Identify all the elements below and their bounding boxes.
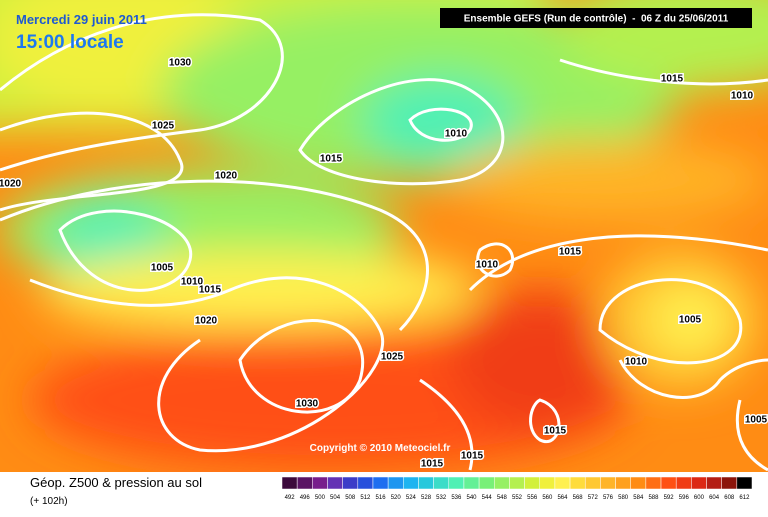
isobar-label: 1005 <box>679 315 702 326</box>
scale-label: 584 <box>633 495 644 501</box>
scale-label: 580 <box>618 495 629 501</box>
isobar-label: 1005 <box>745 415 768 426</box>
scale-label: 544 <box>482 495 493 501</box>
scale-swatch <box>569 476 586 490</box>
scale-label: 532 <box>436 495 447 501</box>
scale-swatch <box>691 476 707 490</box>
isobar-label: 1010 <box>625 357 648 368</box>
scale-label: 512 <box>360 495 371 501</box>
scale-label: 576 <box>603 495 614 501</box>
scale-swatch <box>675 476 692 490</box>
scale-label: 520 <box>391 495 402 501</box>
scale-swatch <box>463 476 480 490</box>
scale-label: 568 <box>573 495 584 501</box>
scale-swatch <box>478 476 495 490</box>
isobar-label: 1015 <box>559 247 582 258</box>
isobar-label: 1010 <box>476 260 499 271</box>
run-box <box>440 8 752 28</box>
scale-label: 556 <box>527 495 538 501</box>
run-info: Ensemble GEFS (Run de contrôle) - 06 Z d… <box>464 14 729 25</box>
isobar-label: 1020 <box>0 179 22 190</box>
scale-swatch <box>433 476 450 490</box>
color-scale: 492 496 500 504 508 512 516 520 524 528 532 536 540 5… <box>281 476 753 501</box>
scale-swatch <box>706 476 722 490</box>
scale-swatch <box>312 476 328 490</box>
scale-label: 508 <box>345 495 356 501</box>
scale-label: 608 <box>724 495 735 501</box>
scale-swatch <box>539 476 556 490</box>
scale-label: 516 <box>376 495 387 501</box>
scale-label: 572 <box>588 495 599 501</box>
isobar-label: 1005 <box>151 263 174 274</box>
scale-swatch <box>357 476 374 490</box>
isobar-label: 1020 <box>215 171 238 182</box>
scale-swatch <box>600 476 616 490</box>
scale-label: 528 <box>421 495 432 501</box>
scale-swatch <box>296 476 313 490</box>
scale-label: 540 <box>467 495 478 501</box>
isobar-label: 1010 <box>181 277 204 288</box>
isobar-label: 1010 <box>445 129 468 140</box>
scale-label: 588 <box>648 495 659 501</box>
scale-swatch <box>387 476 404 490</box>
isobar-label: 1015 <box>421 459 444 470</box>
scale-swatch <box>584 476 601 490</box>
isobar-label: 1015 <box>544 426 567 437</box>
scale-swatch <box>448 476 465 490</box>
scale-swatch <box>645 476 662 490</box>
scale-label: 536 <box>451 495 462 501</box>
scale-swatch <box>418 476 434 490</box>
isobar-labels: 1030102510201015101010151010102010051010… <box>0 56 768 471</box>
scale-swatch <box>403 476 419 490</box>
scale-swatch <box>615 476 631 490</box>
footer-title: Géop. Z500 & pression au sol <box>30 475 202 490</box>
isobars <box>0 13 768 472</box>
isobar-label: 1020 <box>195 316 218 327</box>
scale-label: 560 <box>542 495 553 501</box>
isobar-label: 1015 <box>661 74 684 85</box>
isobar-label: 1015 <box>320 154 343 165</box>
scale-label: 500 <box>315 495 326 501</box>
scale-label: 564 <box>557 495 568 501</box>
scale-swatch <box>721 476 738 490</box>
footer-lead: (+ 102h) <box>30 496 68 507</box>
scale-label: 592 <box>664 495 675 501</box>
scale-label: 504 <box>330 495 341 501</box>
isobar-label: 1010 <box>731 91 754 102</box>
scale-swatch <box>342 476 359 490</box>
scale-swatch <box>494 476 510 490</box>
scale-swatch <box>524 476 540 490</box>
scale-swatch <box>509 476 525 490</box>
scale-label: 524 <box>406 495 417 501</box>
date: Mercredi 29 juin 2011 <box>16 12 147 27</box>
scale-label: 492 <box>285 495 296 501</box>
scale-label: 496 <box>300 495 311 501</box>
scale-swatch <box>630 476 647 490</box>
isobar-label: 1025 <box>381 352 404 363</box>
scale-label: 600 <box>694 495 705 501</box>
scale-swatch <box>660 476 677 490</box>
isobar-label: 1025 <box>152 121 175 132</box>
scale-swatch <box>327 476 343 490</box>
scale-label: 596 <box>679 495 690 501</box>
scale-swatch <box>736 476 753 490</box>
isobar-label: 1030 <box>296 399 319 410</box>
time: 15:00 locale <box>16 32 124 53</box>
scale-label: 604 <box>709 495 720 501</box>
scale-label: 552 <box>512 495 523 501</box>
copyright: Copyright © 2010 Meteociel.fr <box>310 443 451 454</box>
isobar-label: 1015 <box>199 285 222 296</box>
isobar-label: 1030 <box>169 58 192 69</box>
scale-label: 612 <box>739 495 750 501</box>
scale-swatch <box>281 476 298 490</box>
scale-label: 548 <box>497 495 508 501</box>
scale-swatch <box>372 476 389 490</box>
scale-swatch <box>554 476 571 490</box>
isobar-label: 1015 <box>461 451 484 462</box>
